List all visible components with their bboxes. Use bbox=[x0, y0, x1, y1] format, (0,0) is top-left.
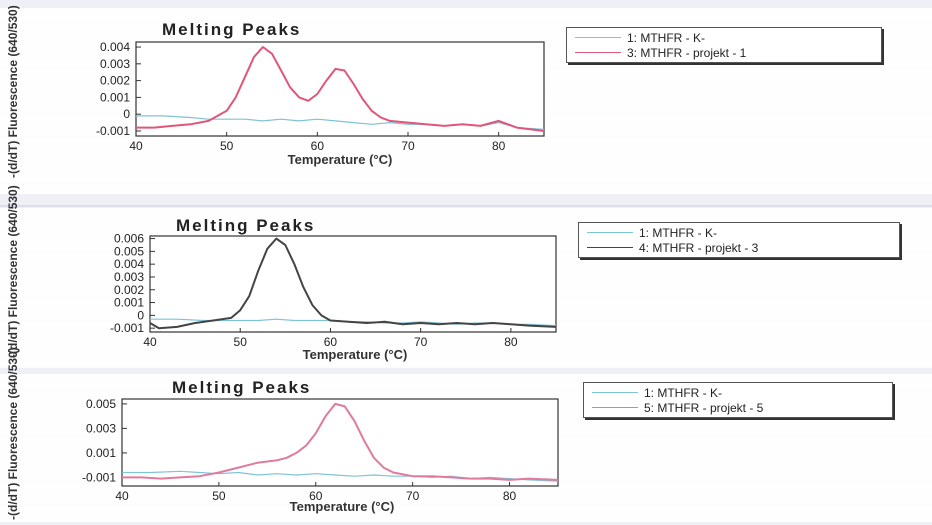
legend-item: 1: MTHFR - K- bbox=[575, 30, 875, 45]
y-tick-label: 0.001 bbox=[114, 296, 144, 310]
y-tick-label: 0.006 bbox=[114, 232, 144, 246]
x-tick-label: 60 bbox=[324, 335, 338, 349]
y-tick-label: -0.001 bbox=[110, 321, 144, 335]
legend-label: 1: MTHFR - K- bbox=[639, 225, 717, 240]
chart-panel-2: Melting Peaks -(d/dT) Fluorescence (640/… bbox=[0, 185, 932, 372]
x-axis-label: Temperature (°C) bbox=[302, 347, 408, 362]
plot-area: 40 50 60 70 80 0.0060.0050.0040.0030.0020.001… bbox=[110, 232, 557, 349]
legend: 1: MTHFR - K- 3: MTHFR - projekt - 1 bbox=[566, 27, 882, 63]
plot-area: 40 50 60 70 80 0.005 0.003 0.001 -0.001 bbox=[82, 397, 559, 503]
x-tick-label: 70 bbox=[414, 335, 428, 349]
x-tick-label: 40 bbox=[115, 489, 129, 503]
x-tick-label: 40 bbox=[143, 335, 157, 349]
plot-frame bbox=[149, 235, 557, 333]
legend: 1: MTHFR - K- 4: MTHFR - projekt - 3 bbox=[578, 222, 900, 258]
x-tick-label: 60 bbox=[309, 489, 323, 503]
legend-swatch bbox=[575, 37, 621, 38]
legend-label: 4: MTHFR - projekt - 3 bbox=[639, 240, 759, 255]
legend-label: 1: MTHFR - K- bbox=[627, 30, 705, 45]
legend-swatch bbox=[587, 247, 633, 248]
plot-frame bbox=[135, 41, 545, 137]
x-tick-label: 80 bbox=[504, 335, 518, 349]
x-tick-label: 70 bbox=[406, 489, 420, 503]
legend-swatch bbox=[587, 232, 633, 233]
legend-swatch bbox=[592, 407, 638, 408]
x-tick-label: 50 bbox=[220, 139, 234, 153]
legend-label: 1: MTHFR - K- bbox=[644, 385, 722, 400]
y-tick-label: 0.003 bbox=[86, 421, 116, 435]
x-tick-label: 50 bbox=[212, 489, 226, 503]
y-tick-label: 0.004 bbox=[114, 257, 144, 271]
legend-item: 4: MTHFR - projekt - 3 bbox=[587, 240, 893, 255]
y-tick-label: -0.001 bbox=[96, 124, 130, 138]
y-tick-label: 0 bbox=[137, 308, 144, 322]
x-tick-label: 50 bbox=[234, 335, 248, 349]
y-tick-label: 0 bbox=[123, 107, 130, 121]
series-line-2 bbox=[149, 237, 557, 330]
legend-item: 3: MTHFR - projekt - 1 bbox=[575, 45, 875, 60]
legend-swatch bbox=[592, 392, 638, 393]
chart-panel-1: Melting Peaks -(d/dT) Fluorescence (640/… bbox=[0, 0, 932, 200]
y-tick-label: 0.002 bbox=[114, 283, 144, 297]
x-tick-label: 80 bbox=[503, 489, 517, 503]
chart-title: Melting Peaks bbox=[162, 20, 302, 39]
series-line-2 bbox=[122, 402, 559, 481]
plot-area: 40 50 60 70 80 0.004 0.003 0.002 0.001 0 -0.001 bbox=[96, 40, 545, 153]
x-tick-label: 40 bbox=[129, 139, 143, 153]
chart-title: Melting Peaks bbox=[176, 216, 316, 235]
chart-title: Melting Peaks bbox=[172, 378, 312, 397]
x-axis-label: Temperature (°C) bbox=[289, 499, 395, 514]
plot-frame bbox=[121, 398, 559, 487]
y-tick-label: 0.002 bbox=[100, 74, 130, 88]
legend-label: 5: MTHFR - projekt - 5 bbox=[644, 400, 764, 415]
legend: 1: MTHFR - K- 5: MTHFR - projekt - 5 bbox=[583, 382, 893, 418]
legend-item: 1: MTHFR - K- bbox=[592, 385, 886, 400]
y-tick-label: 0.005 bbox=[114, 244, 144, 258]
chart-panel-3: Melting Peaks -(d/dT) Fluorescence (640/… bbox=[0, 347, 932, 525]
series-line-2 bbox=[136, 46, 545, 132]
y-tick-label: -0.001 bbox=[82, 470, 116, 484]
y-tick-label: 0.001 bbox=[100, 90, 130, 104]
x-tick-label: 60 bbox=[311, 139, 325, 153]
y-tick-label: 0.004 bbox=[100, 40, 130, 54]
y-tick-label: 0.001 bbox=[86, 446, 116, 460]
y-tick-label: 0.003 bbox=[100, 57, 130, 71]
y-tick-label: 0.005 bbox=[86, 397, 116, 411]
legend-label: 3: MTHFR - projekt - 1 bbox=[627, 45, 747, 60]
legend-item: 1: MTHFR - K- bbox=[587, 225, 893, 240]
x-tick-label: 80 bbox=[492, 139, 506, 153]
x-tick-label: 70 bbox=[401, 139, 415, 153]
x-axis-label: Temperature (°C) bbox=[287, 152, 393, 167]
y-tick-label: 0.003 bbox=[114, 270, 144, 284]
legend-swatch bbox=[575, 52, 621, 53]
legend-item: 5: MTHFR - projekt - 5 bbox=[592, 400, 886, 415]
